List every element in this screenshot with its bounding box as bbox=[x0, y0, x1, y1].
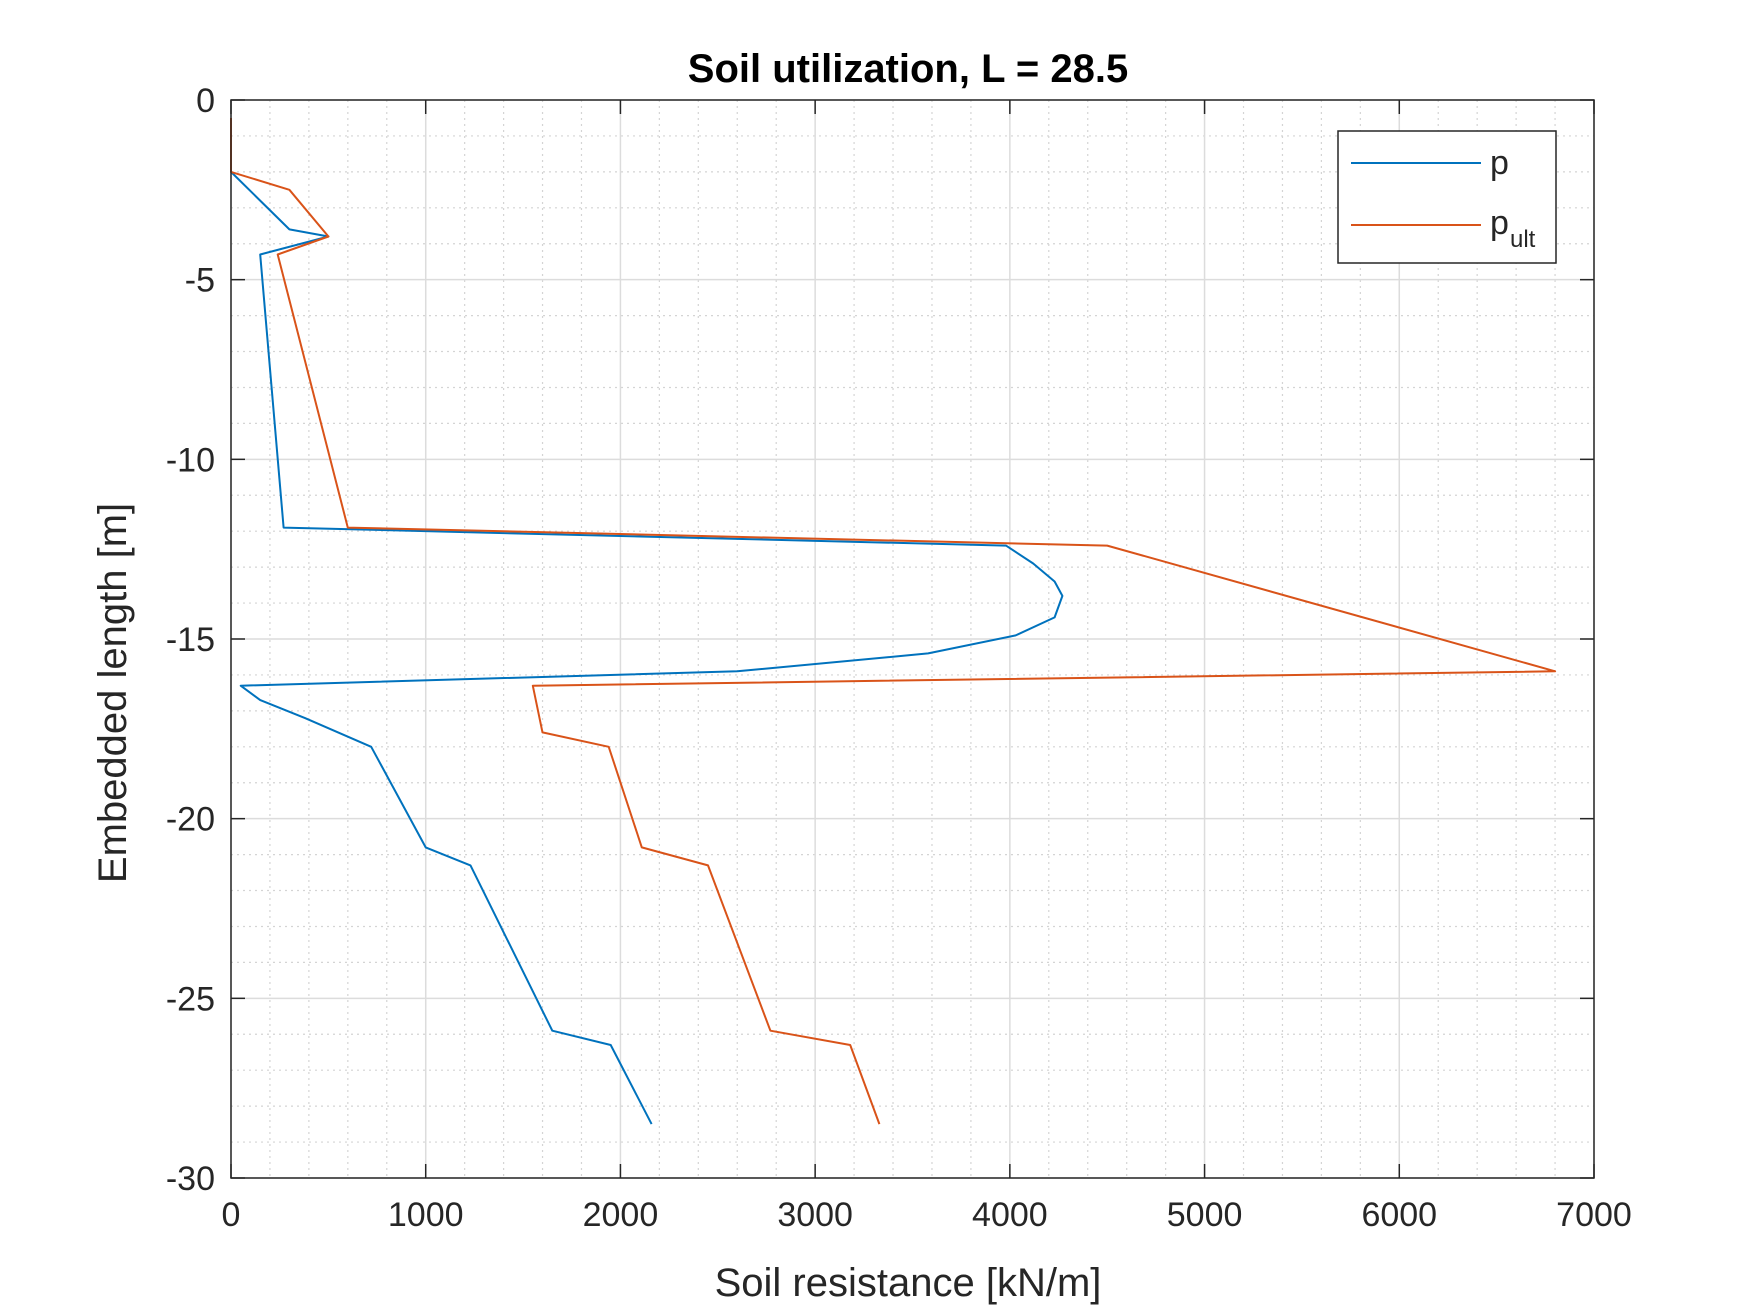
y-tick-label: 0 bbox=[196, 82, 215, 120]
y-tick-label: -5 bbox=[185, 262, 215, 300]
x-tick-label: 7000 bbox=[1556, 1196, 1632, 1234]
series-lines bbox=[230, 118, 1557, 1125]
y-axis-label: Embedded length [m] bbox=[91, 503, 135, 883]
legend-box bbox=[1337, 130, 1557, 264]
x-tick-label: 3000 bbox=[777, 1196, 853, 1234]
x-tick-label: 0 bbox=[222, 1196, 241, 1234]
x-tick-label: 2000 bbox=[583, 1196, 659, 1234]
x-tick-label: 1000 bbox=[388, 1196, 464, 1234]
series-line-pult bbox=[230, 118, 1557, 1125]
legend-label-pult: p bbox=[1490, 204, 1509, 242]
x-tick-labels: 0 1000 2000 3000 4000 5000 6000 7000 bbox=[222, 1196, 1632, 1234]
x-axis-label: Soil resistance [kN/m] bbox=[715, 1261, 1102, 1305]
y-tick-label: -30 bbox=[166, 1160, 215, 1198]
x-tick-label: 6000 bbox=[1361, 1196, 1437, 1234]
series-line-p bbox=[230, 118, 1064, 1125]
y-tick-labels: 0 -5 -10 -15 -20 -25 -30 bbox=[166, 82, 215, 1198]
axis-ticks bbox=[230, 99, 1595, 1179]
y-tick-label: -10 bbox=[166, 441, 215, 479]
y-tick-label: -25 bbox=[166, 980, 215, 1018]
legend-label-pult-subscript: ult bbox=[1510, 226, 1536, 253]
legend: p p ult bbox=[1337, 130, 1557, 264]
x-tick-label: 5000 bbox=[1167, 1196, 1243, 1234]
legend-label-p: p bbox=[1490, 144, 1509, 182]
y-tick-label: -15 bbox=[166, 621, 215, 659]
x-tick-label: 4000 bbox=[972, 1196, 1048, 1234]
chart-title: Soil utilization, L = 28.5 bbox=[688, 47, 1128, 91]
y-tick-label: -20 bbox=[166, 801, 215, 839]
